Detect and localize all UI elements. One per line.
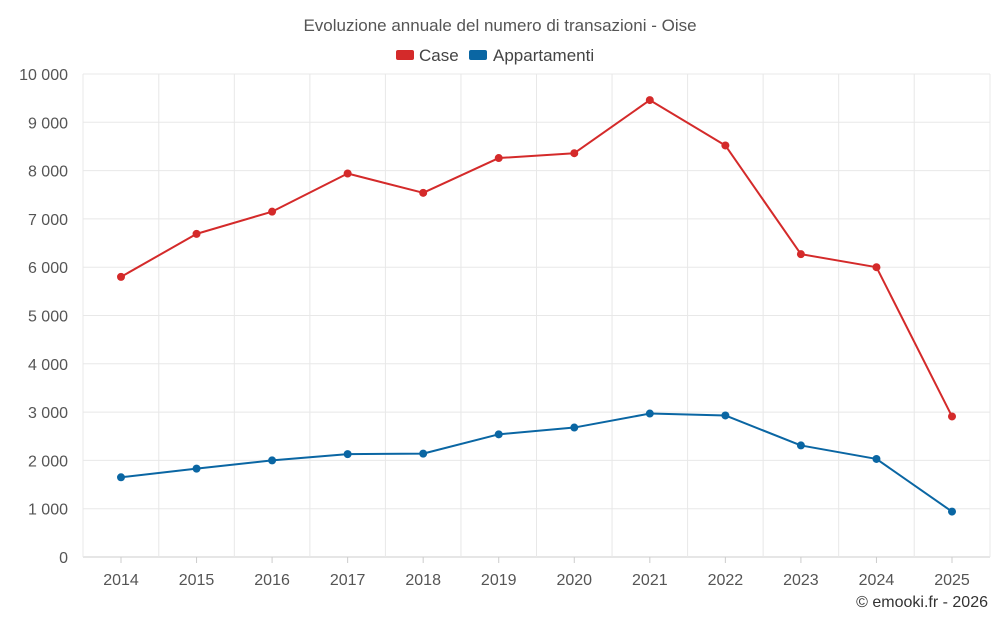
data-point-appartamenti-2018	[419, 449, 428, 458]
data-point-case-2019	[494, 154, 503, 163]
y-tick-label: 8 000	[28, 164, 68, 181]
y-tick-label: 5 000	[28, 309, 68, 326]
y-tick-label: 2 000	[28, 453, 68, 470]
x-tick-label: 2018	[405, 572, 441, 589]
chart-title: Evoluzione annuale del numero di transaz…	[303, 16, 696, 35]
y-tick-label: 7 000	[28, 212, 68, 229]
data-point-appartamenti-2017	[343, 450, 352, 459]
y-tick-label: 9 000	[28, 115, 68, 132]
data-point-case-2025	[948, 412, 956, 421]
data-point-appartamenti-2014	[117, 473, 125, 482]
data-point-case-2017	[343, 169, 352, 178]
x-tick-label: 2025	[934, 572, 970, 589]
data-point-appartamenti-2020	[570, 423, 579, 432]
legend-label-appartamenti: Appartamenti	[493, 46, 594, 65]
series-group	[117, 96, 956, 516]
data-point-case-2022	[721, 141, 730, 150]
data-point-appartamenti-2025	[948, 507, 956, 516]
y-tick-label: 4 000	[28, 357, 68, 374]
x-tick-label: 2017	[330, 572, 366, 589]
legend-label-case: Case	[419, 46, 459, 65]
data-point-appartamenti-2024	[872, 454, 881, 463]
y-axis: 0 1 000 2 000 3 000 4 000 5 000 6 000 7 000 8 00…	[19, 67, 68, 567]
data-point-appartamenti-2015	[192, 464, 201, 473]
x-tick-label: 2023	[783, 572, 819, 589]
data-point-appartamenti-2021	[645, 409, 654, 418]
data-point-case-2018	[419, 188, 428, 197]
data-point-appartamenti-2019	[494, 430, 503, 439]
data-point-case-2016	[268, 207, 277, 216]
credit-text: © emooki.fr - 2026	[856, 594, 988, 611]
x-tick-label: 2021	[632, 572, 668, 589]
x-tick-label: 2022	[708, 572, 744, 589]
y-tick-label: 1 000	[28, 502, 68, 519]
x-tick-label: 2020	[556, 572, 592, 589]
x-axis: 2014 2015 2016 2017 2018 2019 2020 2021 2022 2023…	[103, 557, 970, 589]
x-tick-label: 2019	[481, 572, 517, 589]
y-tick-label: 0	[59, 550, 68, 567]
grid	[82, 73, 991, 558]
data-point-case-2020	[570, 149, 579, 158]
x-tick-label: 2015	[179, 572, 215, 589]
data-point-appartamenti-2016	[268, 456, 277, 465]
x-tick-label: 2016	[254, 572, 290, 589]
data-point-case-2023	[796, 250, 805, 259]
data-point-case-2024	[872, 263, 881, 272]
legend: Case Appartamenti	[396, 46, 594, 65]
x-tick-label: 2024	[859, 572, 895, 589]
series-case	[117, 96, 956, 421]
series-appartamenti	[117, 409, 956, 516]
data-point-case-2021	[645, 96, 654, 105]
legend-swatch-case	[396, 50, 414, 60]
series-line-case	[120, 99, 953, 417]
y-tick-label: 3 000	[28, 405, 68, 422]
data-point-appartamenti-2023	[796, 441, 805, 450]
series-line-appartamenti	[120, 412, 953, 513]
data-point-case-2015	[192, 229, 201, 238]
y-tick-label: 6 000	[28, 260, 68, 277]
x-tick-label: 2014	[103, 572, 139, 589]
data-point-appartamenti-2022	[721, 411, 730, 420]
data-point-case-2014	[117, 272, 125, 281]
legend-swatch-appartamenti	[469, 50, 487, 60]
y-tick-label: 10 000	[19, 67, 68, 84]
